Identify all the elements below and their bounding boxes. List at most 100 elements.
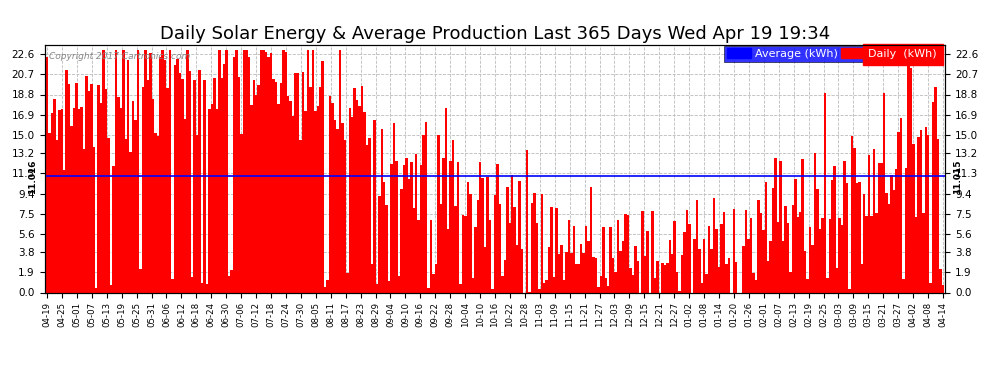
Bar — [100, 103, 102, 292]
Bar — [130, 152, 132, 292]
Bar — [701, 283, 703, 292]
Bar — [683, 232, 686, 292]
Bar — [435, 264, 438, 292]
Bar — [233, 57, 236, 292]
Bar — [602, 227, 605, 292]
Bar — [456, 162, 459, 292]
Bar — [509, 223, 511, 292]
Bar — [504, 260, 506, 292]
Bar — [461, 214, 464, 292]
Bar — [920, 130, 922, 292]
Bar — [787, 223, 789, 292]
Bar — [83, 149, 85, 292]
Bar — [754, 280, 757, 292]
Bar — [560, 245, 562, 292]
Bar — [888, 204, 890, 292]
Bar — [179, 73, 181, 292]
Text: Copyright 2017 Cartronics.com: Copyright 2017 Cartronics.com — [50, 53, 190, 62]
Bar — [65, 70, 68, 292]
Bar — [940, 269, 941, 292]
Bar — [764, 182, 767, 292]
Bar — [834, 166, 836, 292]
Bar — [282, 50, 284, 292]
Bar — [910, 68, 912, 292]
Bar — [375, 285, 378, 292]
Bar — [941, 285, 944, 292]
Bar — [829, 219, 831, 292]
Bar — [698, 249, 701, 292]
Bar — [925, 127, 927, 292]
Bar — [735, 261, 738, 292]
Bar — [545, 280, 547, 292]
Bar — [873, 149, 875, 292]
Bar — [161, 50, 164, 292]
Bar — [292, 116, 294, 292]
Bar — [395, 161, 398, 292]
Bar — [547, 246, 550, 292]
Bar — [706, 274, 708, 292]
Bar — [610, 228, 612, 292]
Bar — [491, 289, 494, 292]
Bar — [415, 154, 418, 292]
Bar — [238, 77, 241, 292]
Bar — [850, 136, 853, 292]
Bar — [469, 194, 471, 292]
Bar — [267, 57, 269, 292]
Bar — [562, 280, 565, 292]
Bar — [176, 59, 179, 292]
Bar — [169, 50, 171, 292]
Bar — [902, 279, 905, 292]
Bar — [630, 268, 632, 292]
Bar — [188, 70, 191, 292]
Bar — [408, 179, 410, 292]
Bar — [519, 181, 521, 292]
Bar — [260, 50, 262, 292]
Bar — [592, 257, 595, 292]
Bar — [236, 50, 238, 292]
Bar — [428, 288, 430, 292]
Bar — [792, 205, 794, 292]
Bar — [299, 140, 302, 292]
Bar — [932, 102, 935, 292]
Bar — [363, 112, 365, 292]
Bar — [693, 239, 696, 292]
Bar — [809, 227, 811, 292]
Bar — [521, 249, 524, 292]
Bar — [380, 129, 383, 292]
Bar — [615, 272, 617, 292]
Bar — [309, 87, 312, 292]
Bar — [85, 76, 88, 292]
Bar — [410, 162, 413, 292]
Bar — [905, 168, 907, 292]
Bar — [46, 57, 49, 292]
Bar — [348, 108, 351, 292]
Bar — [358, 106, 360, 292]
Text: 11.015: 11.015 — [952, 159, 961, 194]
Bar — [105, 89, 107, 292]
Bar — [471, 278, 474, 292]
Bar — [218, 50, 221, 292]
Bar — [255, 94, 257, 292]
Bar — [430, 220, 433, 292]
Bar — [156, 136, 159, 292]
Bar — [329, 96, 332, 292]
Bar — [368, 138, 370, 292]
Bar — [814, 153, 816, 292]
Bar — [742, 246, 744, 292]
Bar — [135, 120, 137, 292]
Bar — [848, 290, 850, 292]
Bar — [804, 252, 807, 292]
Bar — [196, 135, 198, 292]
Bar — [499, 204, 501, 292]
Bar — [383, 182, 385, 292]
Bar — [860, 264, 863, 292]
Bar — [557, 254, 560, 292]
Bar — [120, 108, 122, 292]
Bar — [405, 158, 408, 292]
Bar — [501, 276, 504, 292]
Bar — [63, 170, 65, 292]
Bar — [164, 60, 166, 292]
Bar — [486, 177, 489, 292]
Bar — [112, 166, 115, 292]
Bar — [344, 141, 346, 292]
